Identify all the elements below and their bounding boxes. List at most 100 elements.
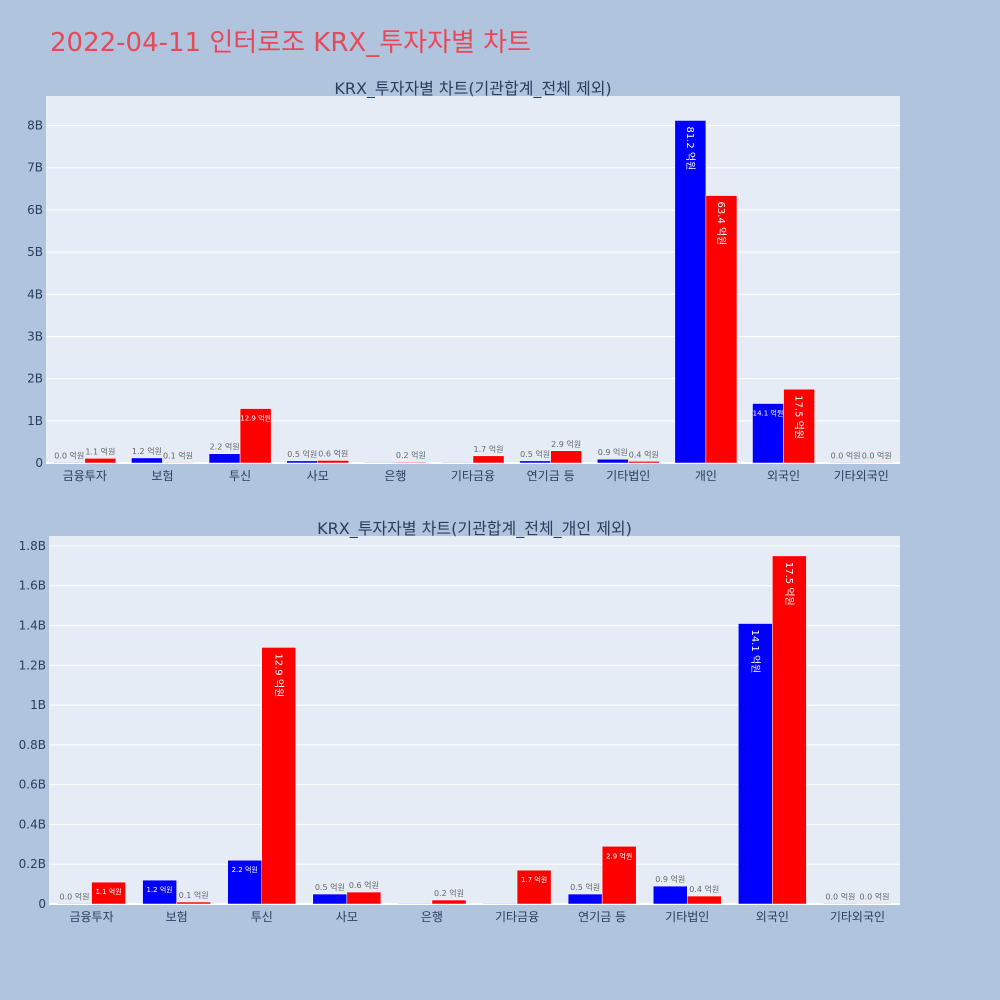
- bar-value-label: 1.1 억원: [85, 446, 115, 456]
- bar-value-label: 2.2 억원: [232, 865, 258, 874]
- x-tick-label: 은행: [421, 909, 443, 924]
- x-tick-label: 기타외국인: [830, 910, 885, 924]
- buy-bar: [829, 462, 862, 464]
- sell-bar: [317, 460, 350, 464]
- y-tick-label: 5B: [27, 245, 43, 259]
- bar-value-label: 63.4 억원: [715, 202, 727, 246]
- buy-bar: [53, 462, 86, 464]
- bar-value-label: 2.2 억원: [210, 442, 240, 452]
- bar-value-label: 14.1 억원: [753, 409, 784, 418]
- buy-bar: [142, 879, 177, 905]
- y-tick-label: 7B: [27, 161, 43, 175]
- x-tick-label: 기타외국인: [834, 469, 889, 483]
- bar-value-label: 0.0 억원: [831, 450, 861, 460]
- bar-value-label: 0.0 억원: [54, 450, 84, 460]
- y-tick-label: 6B: [27, 203, 43, 217]
- x-tick-label: 투신: [229, 469, 251, 483]
- buy-bar: [397, 903, 433, 905]
- y-tick-label: 1.6B: [19, 579, 46, 593]
- bar-value-label: 0.5 억원: [570, 882, 600, 892]
- sell-bar: [601, 846, 637, 905]
- sell-bar: [628, 461, 660, 464]
- x-tick-label: 외국인: [756, 910, 789, 924]
- x-tick-label: 투신: [251, 910, 273, 924]
- sell-bar: [162, 462, 194, 464]
- bottom-bar-chart: KRX_투자자별 차트(기관합계_전체_개인 제외) 0 0.2B 0.4B 0.6B 0…: [19, 519, 900, 924]
- y-tick-label: 1B: [30, 698, 46, 712]
- buy-bar: [567, 893, 603, 905]
- bar-value-label: 0.1 억원: [163, 450, 193, 460]
- bar-value-label: 0.2 억원: [434, 888, 464, 898]
- y-tick-label: 0.2B: [19, 857, 46, 871]
- buy-bar: [441, 462, 474, 464]
- bar-value-label: 1.2 억원: [132, 446, 162, 456]
- sell-bar: [176, 901, 211, 905]
- y-tick-label: 1.2B: [19, 658, 46, 672]
- bar-value-label: 2.9 억원: [551, 439, 581, 449]
- bar-value-label: 0.9 억원: [655, 874, 685, 884]
- buy-bar: [674, 120, 707, 464]
- y-tick-label: 8B: [27, 119, 43, 133]
- sell-bar: [472, 455, 505, 464]
- sell-bar: [550, 450, 582, 464]
- bar-value-label: 17.5 억원: [783, 562, 795, 606]
- bar-value-label: 81.2 억원: [684, 126, 696, 170]
- x-tick-label: 기타법인: [606, 469, 650, 483]
- y-tick-label: 0: [38, 897, 46, 911]
- sell-bar: [239, 408, 272, 464]
- bar-value-label: 1.7 억원: [474, 444, 504, 454]
- y-tick-label: 0.4B: [19, 817, 46, 831]
- x-tick-label: 연기금 등: [578, 910, 626, 924]
- top-bar-chart: KRX_투자자별 차트(기관합계_전체 제외) 0 1B 2B 3B 4B 5B 6B 7B 8B…: [27, 79, 900, 483]
- buy-bar: [519, 460, 551, 464]
- buy-bar: [752, 403, 784, 464]
- bar-value-label: 2.9 억원: [606, 851, 632, 860]
- buy-bar: [208, 453, 241, 464]
- x-tick-label: 외국인: [767, 469, 800, 483]
- x-tick-label: 금융투자: [63, 469, 107, 483]
- buy-bar: [738, 623, 773, 905]
- bar-value-label: 12.9 억원: [240, 414, 271, 423]
- buy-bar: [652, 885, 688, 905]
- sell-bar: [346, 891, 382, 905]
- sell-bar: [516, 869, 552, 905]
- y-tick-label: 0: [35, 456, 43, 470]
- buy-bar: [57, 903, 92, 905]
- buy-bar: [482, 903, 518, 905]
- sell-bar: [783, 388, 815, 464]
- x-tick-label: 사모: [307, 469, 329, 483]
- bar-value-label: 0.5 억원: [287, 449, 317, 459]
- x-tick-label: 개인: [695, 469, 717, 483]
- buy-bar: [131, 457, 163, 464]
- sell-bar: [705, 195, 738, 464]
- bar-value-label: 0.0 억원: [862, 450, 892, 460]
- y-tick-label: 0.8B: [19, 738, 46, 752]
- x-tick-label: 기타금융: [451, 469, 495, 483]
- bar-value-label: 0.4 억원: [629, 449, 659, 459]
- chart-title: KRX_투자자별 차트(기관합계_전체 제외): [334, 79, 611, 99]
- bar-value-label: 0.9 억원: [598, 447, 628, 457]
- sell-bar: [772, 555, 807, 905]
- page-title: 2022-04-11 인터로조 KRX_투자자별 차트: [50, 28, 532, 58]
- sell-bar: [857, 903, 892, 905]
- bar-value-label: 14.1 억원: [749, 630, 761, 674]
- bar-value-label: 0.6 억원: [349, 880, 379, 890]
- bar-value-label: 17.5 억원: [793, 395, 805, 439]
- sell-bar: [91, 881, 126, 905]
- x-tick-label: 기타금융: [495, 910, 539, 924]
- buy-bar: [227, 859, 263, 905]
- sell-bar: [431, 899, 467, 905]
- buy-bar: [364, 462, 396, 464]
- bar-value-label: 0.1 억원: [179, 890, 209, 900]
- bar-value-label: 0.6 억원: [318, 448, 348, 458]
- y-tick-label: 1.4B: [19, 619, 46, 633]
- x-tick-label: 보험: [151, 469, 173, 483]
- y-tick-label: 1B: [27, 414, 43, 428]
- chart-title: KRX_투자자별 차트(기관합계_전체_개인 제외): [317, 519, 632, 539]
- y-tick-label: 0.6B: [19, 778, 46, 792]
- buy-bar: [286, 460, 318, 464]
- y-tick-label: 1.8B: [19, 539, 46, 553]
- buy-bar: [823, 903, 858, 905]
- bar-value-label: 1.2 억원: [147, 885, 173, 894]
- bar-value-label: 0.2 억원: [396, 450, 426, 460]
